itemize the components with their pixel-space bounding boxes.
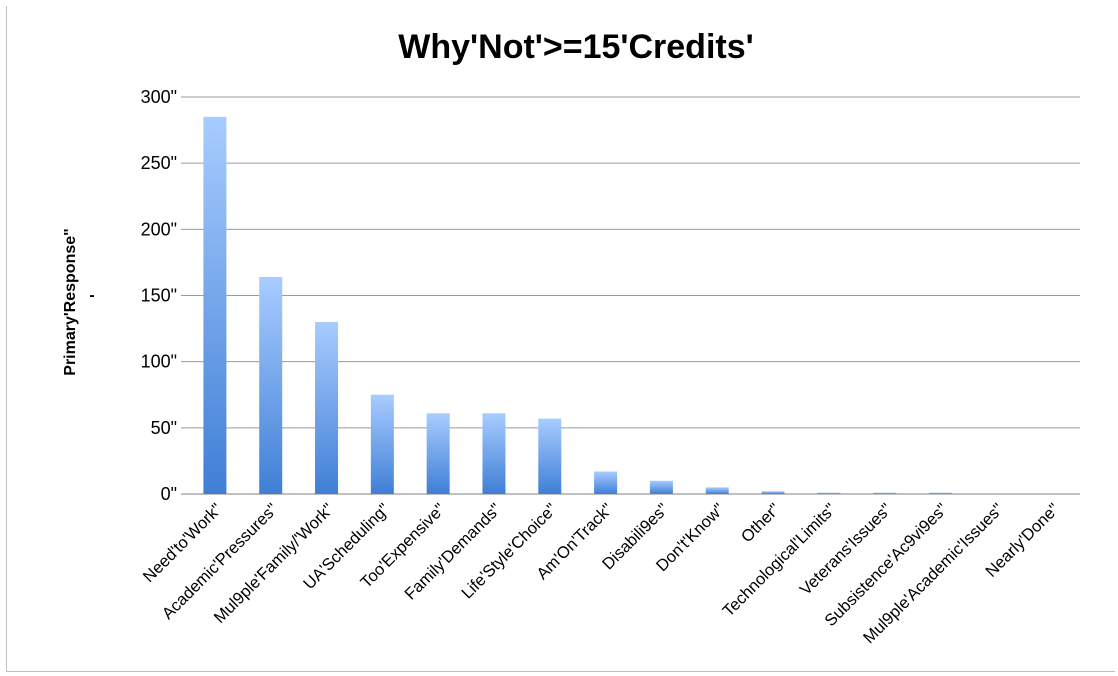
bar [594,471,618,494]
x-tick-label: Life'Style'Choice" [458,500,560,602]
y-axis-label: Primary'Response" [62,228,79,375]
bar [315,321,339,494]
bar [928,492,952,494]
bar [538,418,562,494]
chart-frame [6,6,1115,672]
chart-title: Why'Not'>=15'Credits' [398,28,753,66]
y-axis-label-mark: - [89,287,94,304]
x-axis-ticks: Need'to'Work"Academic'Pressures"Mul9ple'… [140,500,1063,647]
y-tick-label: 50" [151,418,177,438]
y-tick-label: 300" [141,87,177,107]
bar [259,276,283,494]
bar [817,492,841,494]
y-tick-label: 150" [141,286,177,306]
x-tick-label: Other" [738,500,784,546]
x-tick-label: Family'Demands" [401,500,504,603]
bar [649,480,673,494]
bar [873,492,897,494]
bar [482,413,506,494]
y-tick-label: 200" [141,219,177,239]
bar [370,394,394,494]
bar [761,491,785,494]
bar [203,116,227,494]
y-axis-ticks: 0" 50" 100" 150" 200" 250" 300" [141,87,177,504]
bar [426,413,450,494]
bars [203,116,952,494]
y-tick-label: 250" [141,153,177,173]
y-tick-label: 0" [161,484,177,504]
y-tick-label: 100" [141,352,177,372]
bar [705,487,729,494]
